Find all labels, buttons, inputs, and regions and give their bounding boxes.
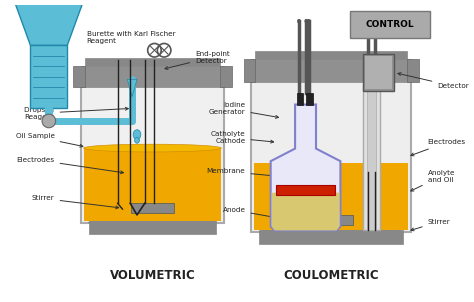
Ellipse shape — [42, 114, 55, 128]
Bar — [363, 85, 380, 230]
Polygon shape — [128, 79, 137, 97]
Ellipse shape — [298, 19, 301, 23]
Ellipse shape — [366, 19, 369, 23]
Bar — [244, 59, 255, 82]
Text: COULOMETRIC: COULOMETRIC — [283, 269, 379, 282]
Ellipse shape — [89, 217, 217, 229]
Text: Membrane: Membrane — [207, 168, 273, 177]
Bar — [30, 45, 67, 108]
Polygon shape — [272, 193, 339, 230]
Bar — [131, 203, 174, 213]
Bar — [350, 11, 429, 38]
Text: Anode: Anode — [222, 207, 273, 218]
Bar — [254, 162, 408, 230]
Bar — [220, 66, 232, 87]
Bar — [276, 185, 335, 195]
Ellipse shape — [307, 19, 310, 23]
Bar — [306, 93, 313, 104]
Text: Electrodes: Electrodes — [17, 157, 124, 174]
Text: Oil Sample: Oil Sample — [16, 133, 83, 147]
Text: VOLUMETRIC: VOLUMETRIC — [109, 269, 195, 282]
Bar — [255, 51, 407, 59]
Bar — [366, 85, 376, 230]
Text: Electrodes: Electrodes — [411, 139, 466, 156]
Bar — [251, 59, 411, 82]
Bar — [73, 66, 85, 87]
Bar — [89, 221, 217, 234]
Text: Drops of
Reagent: Drops of Reagent — [24, 107, 128, 120]
Ellipse shape — [374, 19, 377, 23]
Text: Detector: Detector — [398, 73, 469, 89]
Text: Stirrer: Stirrer — [32, 195, 118, 209]
Ellipse shape — [305, 19, 308, 23]
Bar — [84, 148, 221, 221]
Bar — [85, 58, 220, 66]
Text: Catholyte
Cathode: Catholyte Cathode — [211, 131, 273, 144]
Bar — [363, 54, 394, 91]
Bar — [407, 59, 419, 82]
Bar — [259, 230, 403, 244]
Bar — [81, 70, 224, 223]
Polygon shape — [11, 0, 87, 45]
Bar — [310, 215, 353, 225]
Bar — [365, 56, 392, 89]
Bar — [297, 93, 303, 104]
Ellipse shape — [84, 144, 221, 152]
Bar — [251, 65, 411, 232]
Ellipse shape — [259, 226, 403, 238]
Ellipse shape — [133, 130, 141, 140]
Text: Anolyte
and Oil: Anolyte and Oil — [411, 170, 455, 191]
Text: Stirrer: Stirrer — [411, 219, 450, 231]
Text: Iodine
Generator: Iodine Generator — [209, 102, 279, 118]
Text: Burette with Karl Fischer
Reagent: Burette with Karl Fischer Reagent — [87, 31, 175, 44]
Bar — [81, 66, 224, 87]
Text: CONTROL: CONTROL — [365, 20, 414, 29]
Polygon shape — [271, 104, 340, 230]
Ellipse shape — [135, 137, 139, 143]
Text: End-point
Detector: End-point Detector — [165, 50, 230, 69]
